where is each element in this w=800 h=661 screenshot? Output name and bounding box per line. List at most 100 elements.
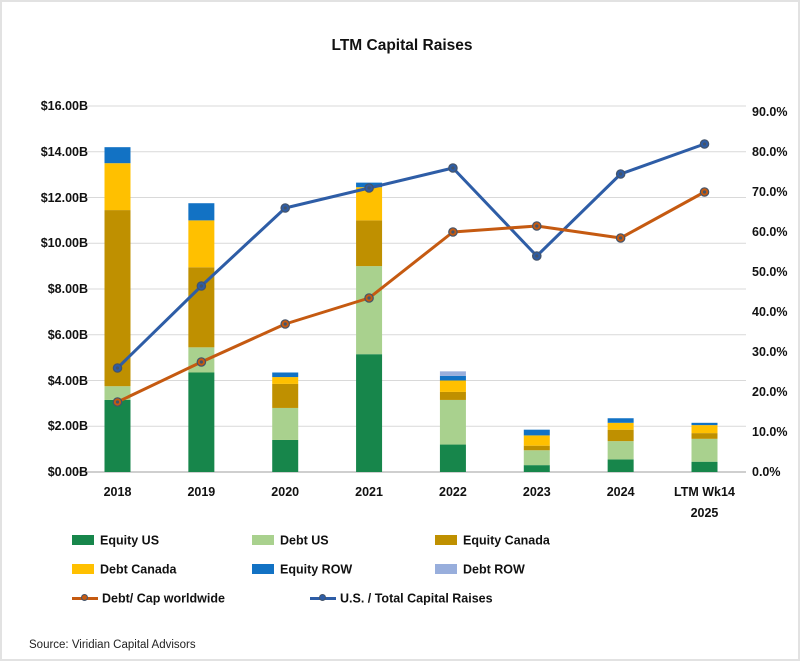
marker-center-dot xyxy=(535,254,539,258)
bar-segment-debt-canada-2019 xyxy=(188,220,215,268)
line-debt-cap-worldwide xyxy=(116,190,706,404)
marker-center-dot xyxy=(702,190,707,194)
bar-segment-debt-us-2020 xyxy=(272,407,299,440)
marker-center-dot xyxy=(199,284,203,288)
bar-segment-equity-us-2024 xyxy=(607,459,634,472)
right-axis-tick: 0.0% xyxy=(752,465,781,479)
marker-center-dot xyxy=(619,236,623,240)
bar-segment-equity-us-2022 xyxy=(439,444,466,472)
right-axis-tick: 70.0% xyxy=(752,185,788,199)
legend-label: Equity ROW xyxy=(280,562,353,577)
bar-segment-debt-canada-ltm-wk14-2025 xyxy=(691,425,718,434)
left-axis-tick: $6.00B xyxy=(47,327,88,342)
bar-segment-equity-row-ltm-wk14-2025 xyxy=(691,422,718,426)
marker-center-dot xyxy=(535,224,539,228)
bar-segment-equity-canada-2019 xyxy=(188,267,215,348)
bar-segment-equity-canada-2018 xyxy=(104,210,131,387)
right-axis-tick: 10.0% xyxy=(752,425,788,439)
legend-item-equity-us: Equity US xyxy=(72,533,159,549)
debt-us-swatch-icon xyxy=(252,534,274,545)
left-axis-tick: $16.00B xyxy=(40,99,88,113)
left-axis-tick: $10.00B xyxy=(40,236,88,251)
chart-title: LTM Capital Raises xyxy=(331,37,473,54)
debt-canada-swatch-icon xyxy=(72,563,94,574)
legend-item-equity-row: Equity ROW xyxy=(252,562,352,578)
marker-center-dot xyxy=(702,142,707,146)
left-axis-tick: $0.00B xyxy=(47,465,88,479)
x-axis-label-2021: 2021 xyxy=(355,485,383,499)
right-axis-tick: 50.0% xyxy=(752,265,788,279)
right-axis-tick: 30.0% xyxy=(752,345,788,359)
right-axis-tick: 60.0% xyxy=(752,225,788,239)
x-axis-label-2022: 2022 xyxy=(439,485,467,499)
debt-cap-line-marker-icon xyxy=(72,593,98,603)
bar-segment-equity-row-2019 xyxy=(188,203,215,221)
bar-segment-debt-us-2021 xyxy=(356,266,383,355)
bar-segment-equity-us-2023 xyxy=(523,465,550,472)
bar-segment-equity-canada-2024 xyxy=(607,429,634,442)
equity-us-swatch-icon xyxy=(72,534,94,545)
bar-segment-debt-canada-2023 xyxy=(523,435,550,446)
bar-segment-equity-row-2020 xyxy=(272,372,299,378)
bar-segment-equity-row-2018 xyxy=(104,147,131,164)
us-total-line-marker-icon xyxy=(310,593,336,603)
right-axis-tick: 40.0% xyxy=(752,305,788,319)
bar-segment-debt-canada-2020 xyxy=(272,377,299,384)
equity-row-swatch-icon xyxy=(252,563,274,574)
bar-segment-debt-canada-2018 xyxy=(104,163,131,211)
right-axis-tick: 90.0% xyxy=(752,105,788,119)
bar-segment-equity-canada-2022 xyxy=(439,391,466,400)
marker-center-dot xyxy=(451,166,455,170)
equity-canada-swatch-icon xyxy=(435,534,457,545)
bar-segment-equity-canada-2021 xyxy=(356,220,383,267)
legend-label: Debt US xyxy=(280,533,329,548)
bar-segment-equity-row-2022 xyxy=(439,375,466,381)
bar-segment-debt-us-2018 xyxy=(104,386,131,400)
bar-segment-equity-us-2021 xyxy=(356,354,383,472)
marker-center-dot xyxy=(451,230,455,234)
x-axis-label-2019: 2019 xyxy=(187,485,216,499)
bar-segment-debt-us-2022 xyxy=(439,399,466,445)
bar-segment-equity-row-2023 xyxy=(523,429,550,436)
bar-segment-debt-us-2023 xyxy=(523,450,550,466)
bar-segment-debt-row-2022 xyxy=(439,371,466,376)
line-u-s-total-capital-raises xyxy=(116,142,706,370)
legend-item-debt-canada: Debt Canada xyxy=(72,562,176,578)
legend-label: Debt Canada xyxy=(100,562,177,577)
legend-item-equity-canada: Equity Canada xyxy=(435,533,550,549)
legend-label: Debt/ Cap worldwide xyxy=(102,591,225,606)
left-axis-tick: $4.00B xyxy=(47,373,88,388)
legend-label: Equity US xyxy=(100,533,160,548)
marker-center-dot xyxy=(619,172,623,176)
bar-segment-equity-row-2024 xyxy=(607,418,634,423)
marker-center-dot xyxy=(115,400,120,404)
marker-center-dot xyxy=(115,366,120,370)
legend-label: Equity Canada xyxy=(463,533,550,548)
legend-label: Debt ROW xyxy=(463,562,525,577)
legend-item-debt-cap-worldwide: Debt/ Cap worldwide xyxy=(72,591,225,607)
bar-segment-equity-canada-ltm-wk14-2025 xyxy=(691,433,718,439)
x-axis-label-2020: 2020 xyxy=(271,485,300,499)
legend-item-debt-row: Debt ROW xyxy=(435,562,525,578)
bar-segment-debt-us-2024 xyxy=(607,441,634,460)
bar-segment-equity-us-2019 xyxy=(188,372,215,472)
bar-segment-equity-us-2018 xyxy=(104,399,131,472)
bar-segment-debt-canada-2024 xyxy=(607,422,634,430)
marker-center-dot xyxy=(367,296,371,300)
legend-item-debt-us: Debt US xyxy=(252,533,329,549)
marker-center-dot xyxy=(199,360,203,364)
bar-segment-equity-canada-2020 xyxy=(272,383,299,408)
left-axis-tick: $2.00B xyxy=(47,419,88,434)
marker-center-dot xyxy=(283,322,287,326)
bar-segment-debt-us-ltm-wk14-2025 xyxy=(691,438,718,462)
bar-segment-equity-us-ltm-wk14-2025 xyxy=(691,461,718,472)
marker-center-dot xyxy=(283,206,287,210)
bar-segment-equity-canada-2023 xyxy=(523,445,550,451)
source-note: Source: Viridian Capital Advisors xyxy=(29,639,196,651)
legend-label: U.S. / Total Capital Raises xyxy=(340,591,493,606)
x-axis-label-2018: 2018 xyxy=(103,485,132,499)
legend-item-us-total-capital-raises: U.S. / Total Capital Raises xyxy=(310,591,493,607)
x-axis-label-ltm-wk14-2025: LTM Wk14 2025 xyxy=(674,485,735,520)
